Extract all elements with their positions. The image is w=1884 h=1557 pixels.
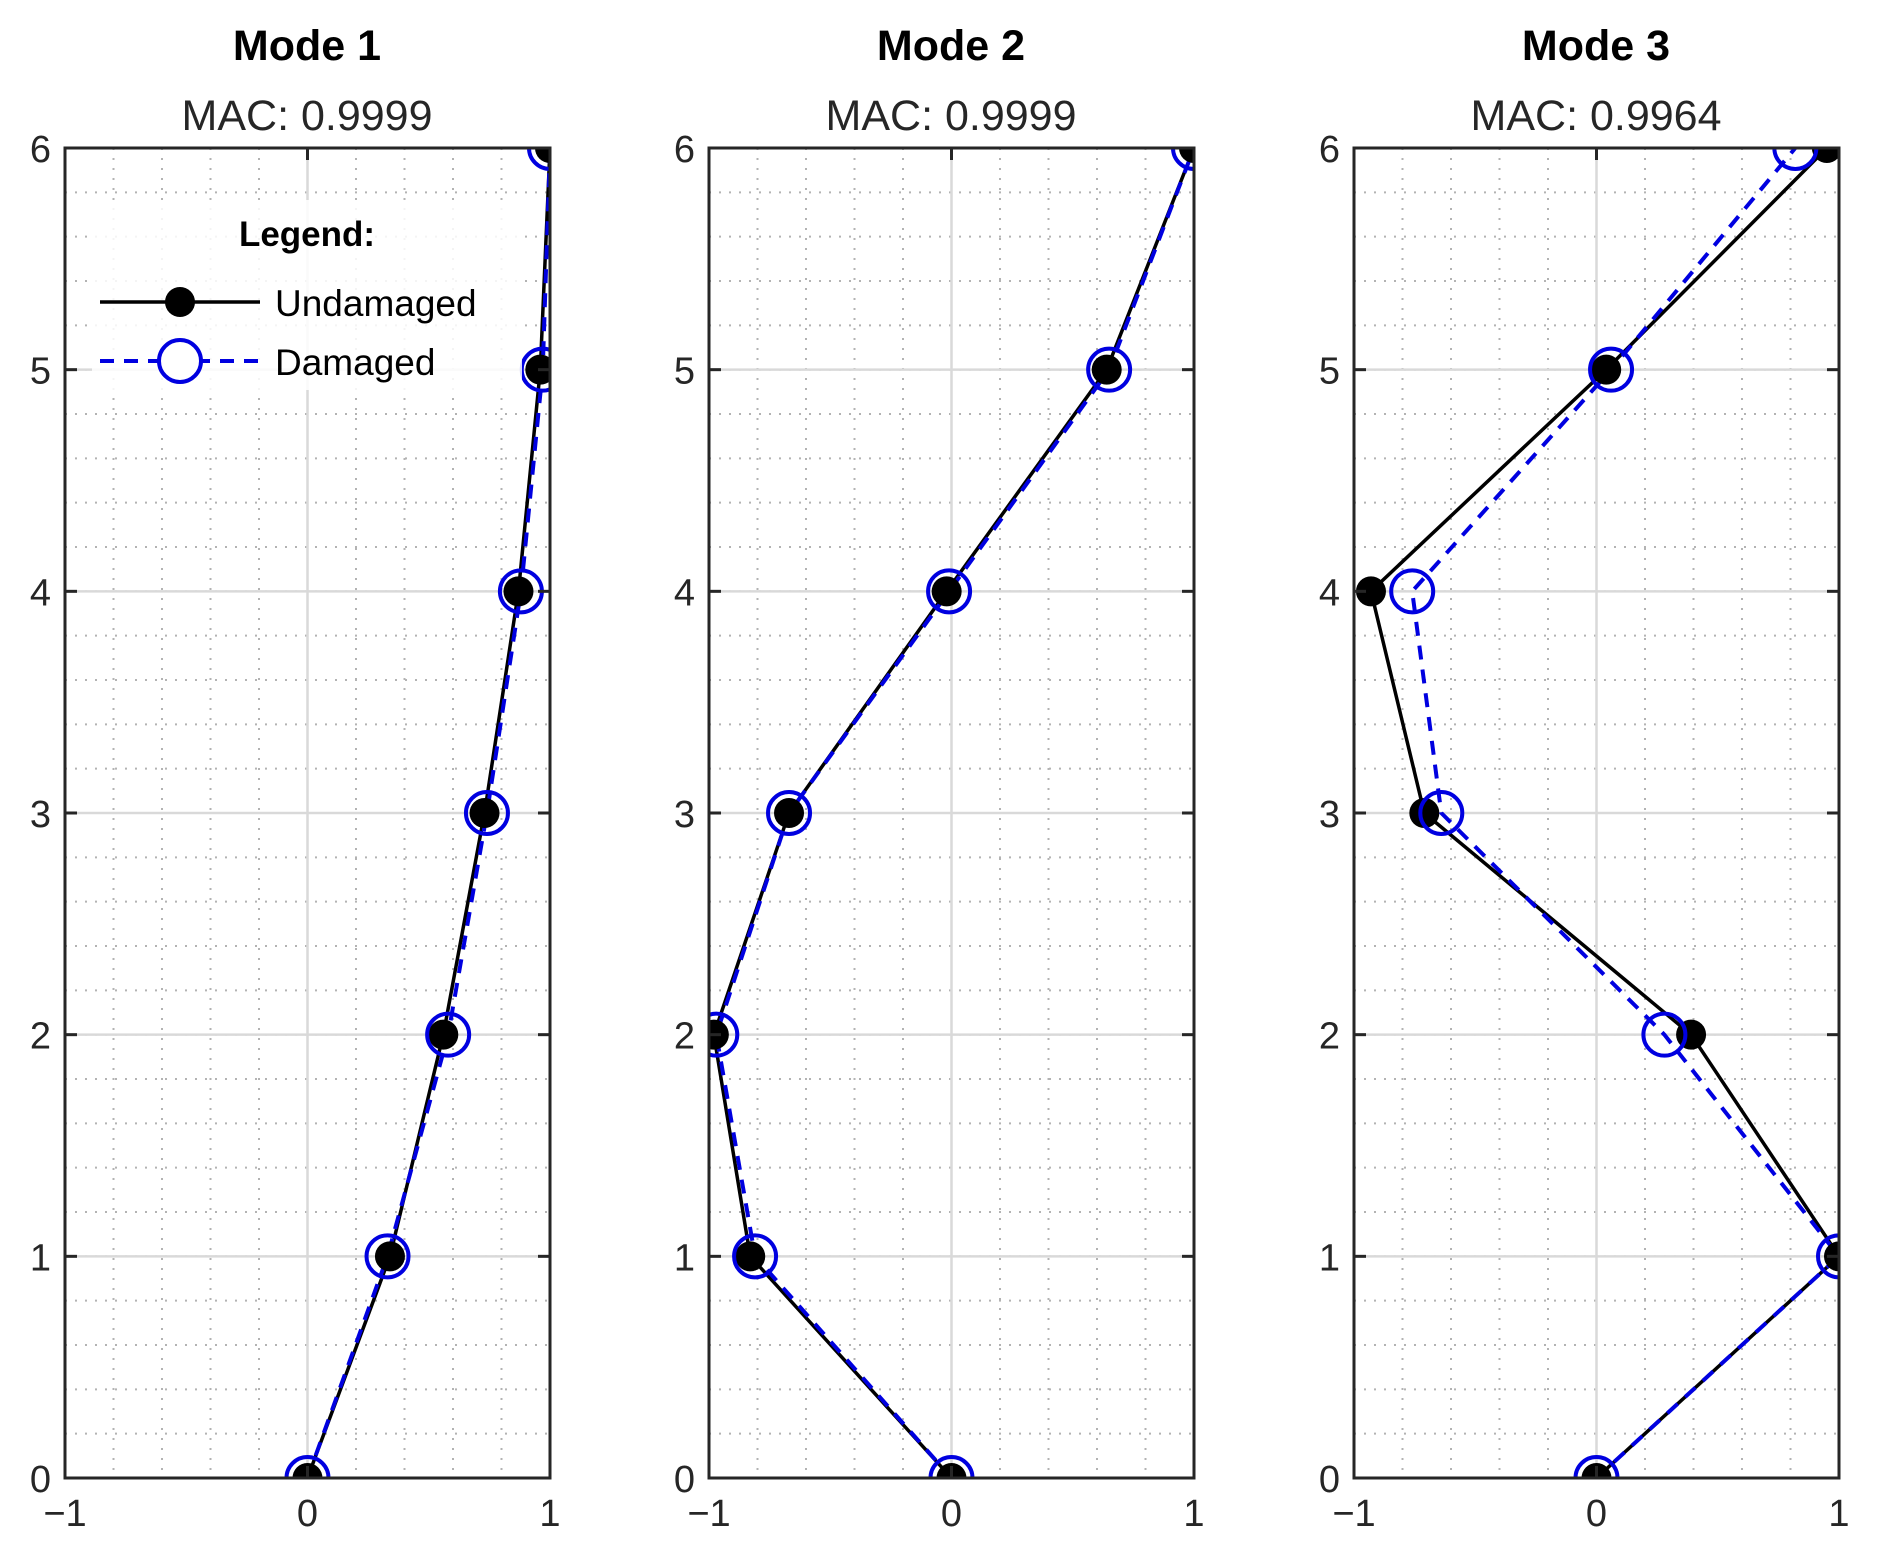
x-tick-label: −1 — [1332, 1493, 1375, 1535]
x-tick-label: 1 — [539, 1493, 560, 1535]
x-tick-label: 1 — [1183, 1493, 1204, 1535]
undamaged-point — [1091, 354, 1122, 385]
undamaged-point — [1409, 798, 1440, 828]
undamaged-point — [931, 576, 962, 607]
damaged-point — [1389, 568, 1436, 615]
damaged-point — [364, 1233, 411, 1280]
legend-damaged-label: Damaged — [275, 342, 435, 383]
panel-title: Mode 2 — [877, 22, 1025, 70]
undamaged-point — [374, 1241, 405, 1272]
damaged-point — [926, 568, 973, 615]
damaged-point — [928, 1455, 975, 1478]
damaged-point — [1772, 148, 1819, 171]
undamaged-point — [774, 798, 805, 828]
damaged-point — [1816, 1233, 1839, 1280]
panel-subtitle: MAC: 0.9964 — [1471, 92, 1722, 140]
undamaged-point — [1179, 148, 1194, 163]
undamaged-point — [735, 1241, 766, 1272]
damaged-point — [1573, 1455, 1620, 1478]
plot-layer — [1355, 148, 1839, 1478]
undamaged-point — [1355, 576, 1386, 607]
y-tick-label: 1 — [30, 1237, 51, 1279]
legend-undamaged-label: Undamaged — [275, 283, 477, 324]
damaged-point — [1641, 1011, 1688, 1058]
damaged-point — [732, 1233, 779, 1280]
plot-layer — [709, 148, 1194, 1478]
x-tick-label: 0 — [1586, 1493, 1607, 1535]
panel-title: Mode 1 — [233, 22, 381, 70]
x-tick-label: 0 — [297, 1493, 318, 1535]
y-tick-label: 6 — [30, 129, 51, 171]
y-tick-label: 1 — [1319, 1237, 1340, 1279]
undamaged-point — [535, 148, 550, 163]
y-tick-label: 3 — [674, 794, 695, 836]
y-tick-label: 0 — [1319, 1459, 1340, 1501]
y-tick-label: 5 — [30, 351, 51, 393]
damaged-point — [425, 1011, 472, 1058]
undamaged-point — [469, 798, 500, 828]
x-tick-label: 1 — [1828, 1493, 1849, 1535]
panel-subtitle: MAC: 0.9999 — [826, 92, 1077, 140]
x-tick-label: −1 — [687, 1493, 730, 1535]
undamaged-point — [1591, 354, 1622, 385]
undamaged-point — [1811, 148, 1839, 163]
y-tick-label: 1 — [674, 1237, 695, 1279]
x-tick-label: 0 — [941, 1493, 962, 1535]
damaged-point — [1418, 790, 1465, 836]
y-tick-label: 3 — [1319, 794, 1340, 836]
undamaged-point — [525, 354, 550, 385]
y-tick-label: 2 — [674, 1016, 695, 1058]
legend: Legend: Undamaged Damaged — [92, 200, 522, 390]
damaged-point — [1086, 346, 1133, 393]
y-tick-label: 4 — [674, 572, 695, 614]
panel-subtitle: MAC: 0.9999 — [182, 92, 433, 140]
y-tick-label: 6 — [674, 129, 695, 171]
y-tick-label: 4 — [30, 572, 51, 614]
y-tick-label: 2 — [1319, 1016, 1340, 1058]
legend-undamaged-marker — [165, 287, 195, 317]
damaged-point — [709, 1011, 740, 1058]
damaged-point — [766, 790, 813, 836]
legend-damaged-marker — [157, 338, 203, 384]
y-tick-label: 2 — [30, 1016, 51, 1058]
undamaged-point — [503, 576, 534, 607]
x-tick-label: −1 — [43, 1493, 86, 1535]
damaged-point — [284, 1455, 331, 1478]
y-tick-label: 4 — [1319, 572, 1340, 614]
legend-title: Legend: — [239, 215, 375, 254]
panel-title: Mode 3 — [1522, 22, 1670, 70]
y-tick-label: 5 — [1319, 351, 1340, 393]
y-tick-label: 6 — [1319, 129, 1340, 171]
y-tick-label: 0 — [30, 1459, 51, 1501]
damaged-point — [463, 790, 510, 836]
undamaged-point — [428, 1019, 459, 1050]
y-tick-label: 5 — [674, 351, 695, 393]
damaged-point — [1588, 346, 1635, 393]
y-tick-label: 3 — [30, 794, 51, 836]
y-tick-label: 0 — [674, 1459, 695, 1501]
